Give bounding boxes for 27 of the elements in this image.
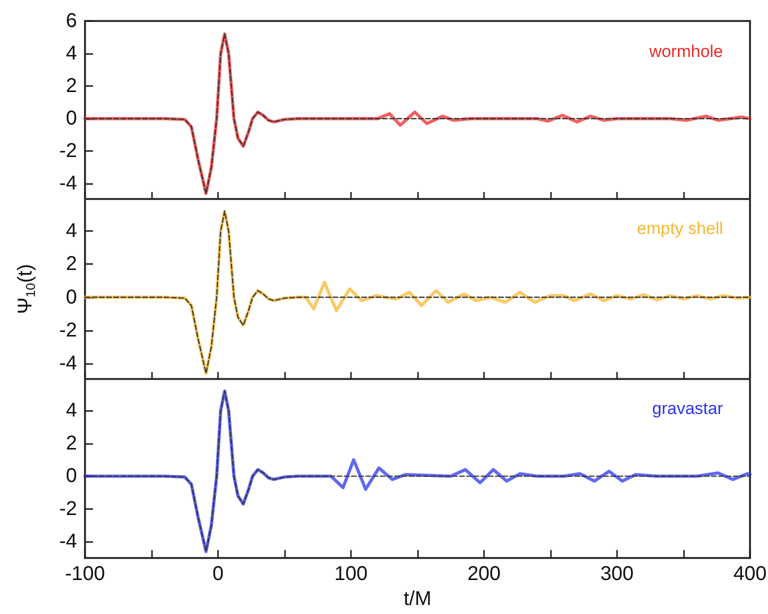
- x-tick-label: 400: [733, 563, 767, 585]
- x-axis-title: t/M: [404, 588, 432, 610]
- y-tick-label: 4: [66, 220, 77, 242]
- y-tick-label: 4: [66, 400, 77, 422]
- y-tick-label: 2: [66, 432, 77, 454]
- y-tick-label: 0: [66, 286, 77, 308]
- y-tick-label: 2: [66, 75, 77, 98]
- y-tick-label: 0: [66, 465, 77, 488]
- y-tick-label: -2: [59, 140, 77, 162]
- y-tick-label: -4: [59, 172, 77, 195]
- y-tick-label: -2: [59, 498, 77, 520]
- x-tick-label: 300: [600, 563, 634, 585]
- y-tick-label: -2: [59, 319, 77, 342]
- text: gravastar: [652, 399, 724, 418]
- y-tick-label: 2: [66, 253, 77, 276]
- y-tick-label: 4: [66, 42, 77, 65]
- x-tick-label: 200: [467, 563, 501, 585]
- y-axis-title: Ψ10(t): [14, 264, 38, 314]
- text: wormhole: [648, 42, 724, 61]
- y-tick-label: -4: [59, 530, 77, 553]
- y-tick-label: -4: [59, 352, 77, 374]
- y-tick-label: 0: [66, 108, 77, 130]
- y-tick-label: 6: [66, 10, 77, 32]
- x-tick-label: -100: [64, 563, 106, 585]
- x-tick-label: 100: [334, 563, 368, 585]
- x-tick-label: 0: [212, 563, 224, 585]
- text: empty shell: [637, 219, 724, 238]
